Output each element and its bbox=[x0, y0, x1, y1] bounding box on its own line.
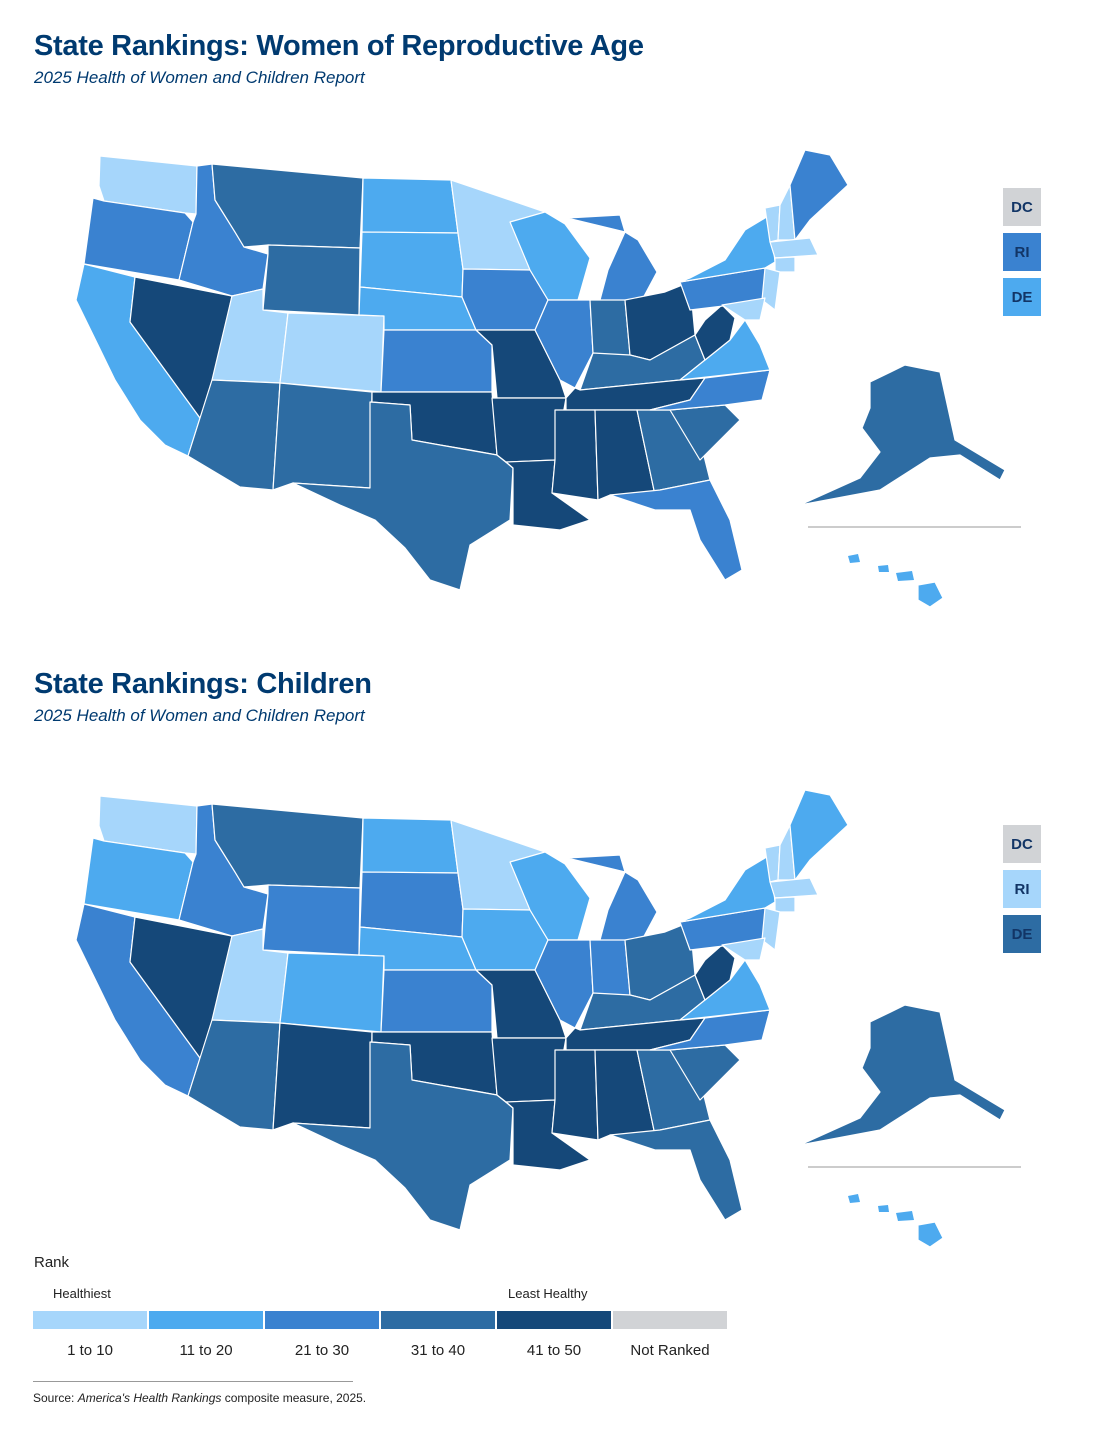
state-fl[interactable] bbox=[609, 479, 743, 581]
state-ma[interactable] bbox=[769, 877, 819, 899]
state-ms[interactable] bbox=[551, 1049, 599, 1141]
state-ks[interactable] bbox=[380, 969, 493, 1033]
small-state-box-ri[interactable]: RI bbox=[1003, 870, 1041, 908]
state-ks[interactable] bbox=[380, 329, 493, 393]
small-state-label: RI bbox=[1014, 243, 1030, 261]
state-hi[interactable] bbox=[917, 1221, 944, 1248]
legend-item: Not Ranked bbox=[613, 1311, 729, 1359]
small-states-panel: DC RI DE bbox=[1003, 825, 1041, 960]
state-ma[interactable] bbox=[769, 237, 819, 259]
state-nd[interactable] bbox=[361, 817, 459, 874]
state-co[interactable] bbox=[279, 312, 385, 393]
legend-swatch bbox=[613, 1311, 727, 1329]
state-me[interactable] bbox=[789, 789, 849, 881]
state-hi-island[interactable] bbox=[878, 1205, 889, 1212]
state-hi-island[interactable] bbox=[848, 1194, 860, 1203]
small-state-box-dc[interactable]: DC bbox=[1003, 188, 1041, 226]
state-md[interactable] bbox=[721, 297, 766, 321]
legend-swatch bbox=[265, 1311, 379, 1329]
legend-item: 41 to 50 bbox=[497, 1311, 613, 1359]
source-suffix: composite measure, 2025. bbox=[221, 1391, 367, 1405]
source-publication: America's Health Rankings bbox=[77, 1391, 222, 1405]
state-nm[interactable] bbox=[272, 1022, 373, 1131]
source-divider bbox=[33, 1381, 353, 1382]
state-ak[interactable] bbox=[799, 1004, 1006, 1146]
legend-label: 31 to 40 bbox=[410, 1342, 466, 1359]
map-subtitle: 2025 Health of Women and Children Report bbox=[34, 706, 365, 725]
legend-healthiest-label: Healthiest bbox=[53, 1286, 111, 1301]
legend-bar: 1 to 10 11 to 20 21 to 30 31 to 40 41 to… bbox=[33, 1311, 729, 1359]
small-states-panel: DC RI DE bbox=[1003, 188, 1041, 323]
us-map bbox=[75, 789, 1021, 1248]
state-sd[interactable] bbox=[359, 231, 464, 298]
state-hi-island[interactable] bbox=[878, 565, 889, 572]
state-nm[interactable] bbox=[272, 382, 373, 491]
small-state-label: RI bbox=[1014, 880, 1030, 898]
state-fl[interactable] bbox=[609, 1119, 743, 1221]
state-nj[interactable] bbox=[761, 267, 781, 311]
state-nc[interactable] bbox=[649, 1009, 771, 1051]
legend-least-healthy-label: Least Healthy bbox=[508, 1286, 588, 1301]
source-prefix: Source: bbox=[33, 1391, 78, 1405]
state-hi[interactable] bbox=[917, 581, 944, 608]
small-state-box-ri[interactable]: RI bbox=[1003, 233, 1041, 271]
legend-item: 1 to 10 bbox=[33, 1311, 149, 1359]
map-subtitle: 2025 Health of Women and Children Report bbox=[34, 68, 365, 87]
legend-swatch bbox=[33, 1311, 147, 1329]
legend-swatch bbox=[149, 1311, 263, 1329]
map-title: State Rankings: Women of Reproductive Ag… bbox=[34, 30, 644, 62]
state-nj[interactable] bbox=[761, 907, 781, 951]
state-wi[interactable] bbox=[509, 211, 591, 301]
legend-item: 11 to 20 bbox=[149, 1311, 265, 1359]
state-sd[interactable] bbox=[359, 871, 464, 938]
legend-label: 21 to 30 bbox=[294, 1342, 350, 1359]
legend-label: 1 to 10 bbox=[67, 1342, 113, 1359]
legend-label: 11 to 20 bbox=[179, 1342, 233, 1359]
state-nd[interactable] bbox=[361, 177, 459, 234]
state-wy[interactable] bbox=[262, 884, 361, 956]
state-ms[interactable] bbox=[551, 409, 599, 501]
state-wy[interactable] bbox=[262, 244, 361, 316]
legend-title: Rank bbox=[34, 1254, 70, 1271]
state-ak[interactable] bbox=[799, 364, 1006, 506]
small-state-box-dc[interactable]: DC bbox=[1003, 825, 1041, 863]
small-state-box-de[interactable]: DE bbox=[1003, 278, 1041, 316]
us-map bbox=[75, 149, 1021, 608]
legend-label: Not Ranked bbox=[630, 1342, 710, 1359]
legend-swatch bbox=[381, 1311, 495, 1329]
small-state-label: DC bbox=[1011, 198, 1033, 216]
state-ct[interactable] bbox=[774, 896, 796, 913]
state-wi[interactable] bbox=[509, 851, 591, 941]
state-tx[interactable] bbox=[292, 1041, 514, 1231]
small-state-label: DC bbox=[1011, 835, 1033, 853]
small-state-label: DE bbox=[1011, 288, 1033, 306]
state-hi-island[interactable] bbox=[848, 554, 860, 563]
state-ct[interactable] bbox=[774, 256, 796, 273]
legend-item: 31 to 40 bbox=[381, 1311, 497, 1359]
legend-swatch bbox=[497, 1311, 611, 1329]
small-state-box-de[interactable]: DE bbox=[1003, 915, 1041, 953]
state-wv[interactable] bbox=[694, 944, 736, 1001]
source-note: Source: America's Health Rankings compos… bbox=[33, 1391, 366, 1405]
legend-label: 41 to 50 bbox=[526, 1342, 582, 1359]
map-title: State Rankings: Children bbox=[34, 668, 372, 700]
state-tx[interactable] bbox=[292, 401, 514, 591]
state-wv[interactable] bbox=[694, 304, 736, 361]
state-hi-island[interactable] bbox=[896, 1211, 914, 1221]
legend-item: 21 to 30 bbox=[265, 1311, 381, 1359]
state-co[interactable] bbox=[279, 952, 385, 1033]
state-md[interactable] bbox=[721, 937, 766, 961]
state-me[interactable] bbox=[789, 149, 849, 241]
small-state-label: DE bbox=[1011, 925, 1033, 943]
state-hi-island[interactable] bbox=[896, 571, 914, 581]
state-nc[interactable] bbox=[649, 369, 771, 411]
